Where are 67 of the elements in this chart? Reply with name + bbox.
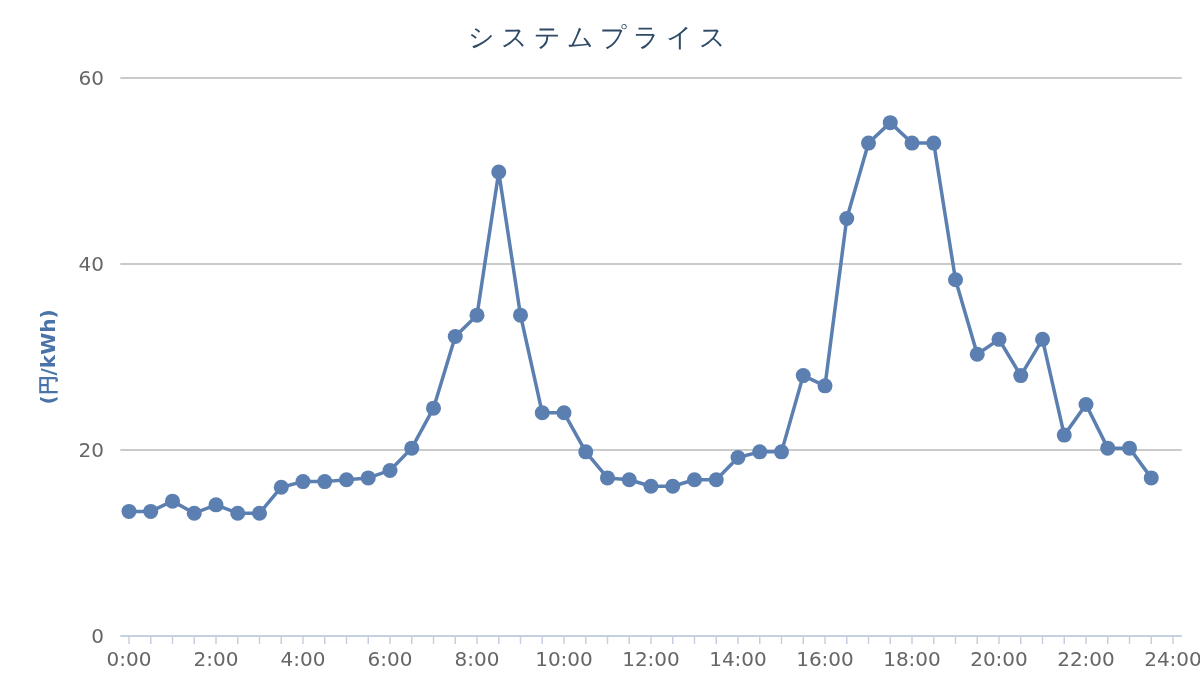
y-tick-label: 60 [78, 66, 104, 90]
x-tick-label: 8:00 [454, 647, 500, 671]
x-tick-label: 24:00 [1144, 647, 1200, 671]
point [230, 505, 246, 521]
point [360, 470, 376, 486]
point [186, 505, 202, 521]
point [382, 462, 398, 478]
x-tick-label: 18:00 [883, 647, 941, 671]
x-tick-label: 20:00 [970, 647, 1028, 671]
point [774, 444, 789, 460]
x-tick-label: 0:00 [106, 647, 152, 671]
point [252, 505, 267, 521]
point [447, 329, 463, 345]
x-tick-label: 22:00 [1057, 647, 1115, 671]
point [1056, 427, 1072, 443]
point [752, 444, 768, 460]
y-tick-label: 20 [78, 438, 104, 462]
x-tick-label: 12:00 [622, 647, 680, 671]
point [708, 472, 724, 488]
point [795, 368, 811, 384]
point [339, 472, 354, 488]
point [1078, 396, 1094, 412]
point [904, 135, 920, 151]
point [426, 400, 441, 416]
point [491, 164, 507, 180]
point [534, 405, 550, 421]
point [1013, 368, 1029, 384]
x-tick-label: 14:00 [709, 647, 767, 671]
point [121, 503, 137, 519]
x-tick-label: 2:00 [193, 647, 239, 671]
y-tick-label: 0 [91, 624, 104, 648]
x-tick-label: 6:00 [367, 647, 413, 671]
point [1143, 470, 1159, 486]
point [665, 478, 681, 494]
y-axis-title: (円/kWh) [36, 309, 60, 405]
point [948, 272, 963, 288]
x-tick-label: 4:00 [280, 647, 326, 671]
point [295, 474, 311, 490]
point [143, 503, 159, 519]
point [1100, 440, 1116, 456]
x-tick-label: 10:00 [535, 647, 593, 671]
point [621, 472, 637, 488]
point [165, 493, 180, 509]
point [643, 478, 659, 494]
point [861, 135, 876, 151]
point [817, 378, 833, 394]
point [991, 331, 1007, 347]
x-tick-label: 16:00 [796, 647, 854, 671]
point [469, 307, 485, 323]
point [600, 470, 615, 486]
point [926, 135, 942, 151]
point [317, 474, 333, 490]
point [1035, 331, 1050, 347]
point [882, 115, 898, 131]
point [556, 405, 572, 421]
point [273, 479, 289, 495]
chart-title: システムプライス [468, 22, 732, 52]
y-tick-label: 40 [78, 252, 104, 276]
point [208, 497, 224, 513]
point [1122, 440, 1137, 456]
point [969, 346, 985, 362]
point [687, 472, 702, 488]
point [730, 449, 746, 465]
point [578, 444, 594, 460]
point [404, 440, 420, 456]
point [513, 307, 528, 323]
point [839, 210, 855, 226]
